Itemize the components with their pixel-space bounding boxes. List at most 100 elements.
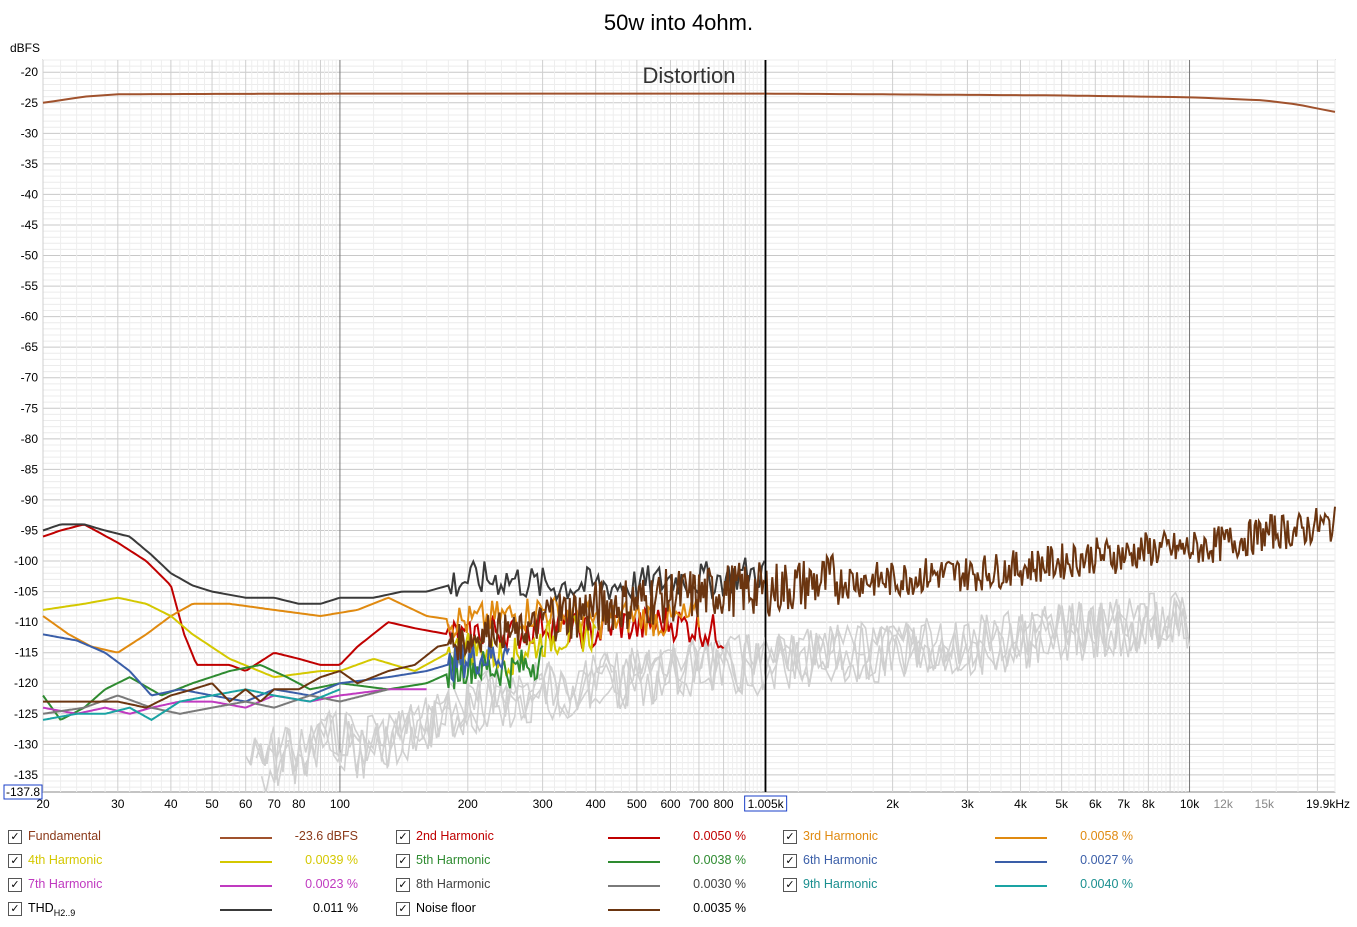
legend-item[interactable]: ✓ THDH2..9 0.011 % [8, 899, 388, 919]
legend-swatch [608, 909, 660, 911]
legend-checkbox[interactable]: ✓ [396, 878, 410, 892]
legend-label: THDH2..9 [28, 901, 76, 918]
y-axis-label: dBFS [10, 41, 40, 55]
x-cursor-box [744, 795, 788, 812]
y-tick-label: -115 [15, 646, 38, 660]
y-tick-label: -90 [21, 493, 39, 507]
y-tick-label: -50 [21, 249, 39, 263]
legend: ✓ Fundamental -23.6 dBFS ✓ 2nd Harmonic 0.005… [0, 822, 1357, 927]
legend-swatch [220, 861, 272, 863]
x-tick-label: 60 [239, 797, 253, 811]
legend-checkbox[interactable]: ✓ [8, 854, 22, 868]
legend-label-subscript: H2..9 [53, 908, 76, 918]
legend-checkbox[interactable]: ✓ [8, 830, 22, 844]
x-tick-label: 200 [458, 797, 478, 811]
x-tick-label: 2k [886, 797, 900, 811]
grey-harmonic-trace [250, 597, 1188, 777]
legend-value: 0.0035 % [693, 901, 746, 915]
series-line [42, 645, 544, 721]
legend-swatch [220, 885, 272, 887]
grey-harmonic-trace [255, 597, 1189, 786]
x-tick-label: 30 [111, 797, 125, 811]
y-tick-label: -120 [14, 676, 38, 690]
legend-checkbox[interactable]: ✓ [783, 830, 797, 844]
y-tick-label: -125 [14, 707, 38, 721]
legend-checkbox[interactable]: ✓ [396, 830, 410, 844]
legend-label: 4th Harmonic [28, 853, 103, 867]
x-tick-label: 20 [36, 797, 50, 811]
x-tick-label: 700 [689, 797, 709, 811]
legend-swatch [220, 837, 272, 839]
y-tick-label: -20 [21, 65, 39, 79]
legend-label: 8th Harmonic [416, 877, 491, 891]
x-tick-label: 1.005k [748, 797, 785, 811]
legend-swatch [995, 861, 1047, 863]
y-tick-label: -105 [14, 585, 38, 599]
legend-checkbox[interactable]: ✓ [783, 854, 797, 868]
x-tick-label: 12k [1213, 797, 1233, 811]
legend-swatch [995, 885, 1047, 887]
legend-label: Noise floor [416, 901, 476, 915]
y-tick-label: -85 [21, 462, 39, 476]
y-min-label: -137.8 [6, 785, 40, 799]
legend-item[interactable]: ✓ 9th Harmonic 0.0040 % [783, 875, 1163, 895]
legend-item[interactable]: ✓ Noise floor 0.0035 % [396, 899, 776, 919]
x-tick-label: 5k [1055, 797, 1069, 811]
legend-label: 6th Harmonic [803, 853, 878, 867]
legend-label: 3rd Harmonic [803, 829, 879, 843]
y-tick-label: -135 [14, 768, 38, 782]
legend-item[interactable]: ✓ 7th Harmonic 0.0023 % [8, 875, 388, 895]
legend-value: 0.0038 % [693, 853, 746, 867]
legend-swatch [608, 861, 660, 863]
y-tick-label: -65 [21, 340, 39, 354]
x-tick-label: 8k [1142, 797, 1156, 811]
x-tick-label: 15k [1255, 797, 1275, 811]
legend-label: 5th Harmonic [416, 853, 491, 867]
y-tick-label: -35 [21, 157, 39, 171]
series-line [42, 523, 766, 605]
legend-checkbox[interactable]: ✓ [783, 878, 797, 892]
legend-checkbox[interactable]: ✓ [8, 902, 22, 916]
legend-checkbox[interactable]: ✓ [8, 878, 22, 892]
legend-checkbox[interactable]: ✓ [396, 854, 410, 868]
page-title: 50w into 4ohm. [603, 10, 754, 35]
legend-item[interactable]: ✓ 3rd Harmonic 0.0058 % [783, 827, 1163, 847]
legend-checkbox[interactable]: ✓ [396, 902, 410, 916]
legend-label: 7th Harmonic [28, 877, 103, 891]
x-tick-label: 800 [714, 797, 734, 811]
legend-value: 0.0058 % [1080, 829, 1133, 843]
x-tick-label: 100 [330, 797, 350, 811]
y-tick-label: -70 [21, 371, 39, 385]
y-tick-label: -45 [21, 218, 39, 232]
x-tick-label: 6k [1089, 797, 1103, 811]
legend-swatch [608, 837, 660, 839]
legend-item[interactable]: ✓ 4th Harmonic 0.0039 % [8, 851, 388, 871]
legend-item[interactable]: ✓ 6th Harmonic 0.0027 % [783, 851, 1163, 871]
legend-swatch [995, 837, 1047, 839]
y-tick-label: -25 [21, 96, 39, 110]
x-tick-label: 70 [267, 797, 281, 811]
legend-item[interactable]: ✓ Fundamental -23.6 dBFS [8, 827, 388, 847]
legend-label: 9th Harmonic [803, 877, 878, 891]
x-tick-label: 19.9kHz [1306, 797, 1350, 811]
legend-value: 0.0030 % [693, 877, 746, 891]
grid [42, 59, 1336, 792]
x-tick-label: 500 [627, 797, 647, 811]
series-line [42, 688, 427, 715]
y-tick-label: -110 [15, 615, 38, 629]
y-tick-label: -130 [14, 737, 38, 751]
axes: Distortion dBFS -20 -25 -30 -35 -40 -45 -50 -55 -6… [3, 41, 1350, 812]
legend-item[interactable]: ✓ 8th Harmonic 0.0030 % [396, 875, 776, 895]
series-layer [42, 92, 1336, 793]
x-tick-label: 7k [1117, 797, 1131, 811]
legend-item[interactable]: ✓ 2nd Harmonic 0.0050 % [396, 827, 776, 847]
legend-swatch [220, 909, 272, 911]
y-tick-label: -100 [14, 554, 38, 568]
x-tick-label: 600 [660, 797, 680, 811]
x-tick-label: 400 [586, 797, 606, 811]
x-tick-label: 40 [164, 797, 178, 811]
legend-item[interactable]: ✓ 5th Harmonic 0.0038 % [396, 851, 776, 871]
legend-swatch [608, 885, 660, 887]
x-tick-label: 80 [292, 797, 306, 811]
x-tick-label: 300 [533, 797, 553, 811]
